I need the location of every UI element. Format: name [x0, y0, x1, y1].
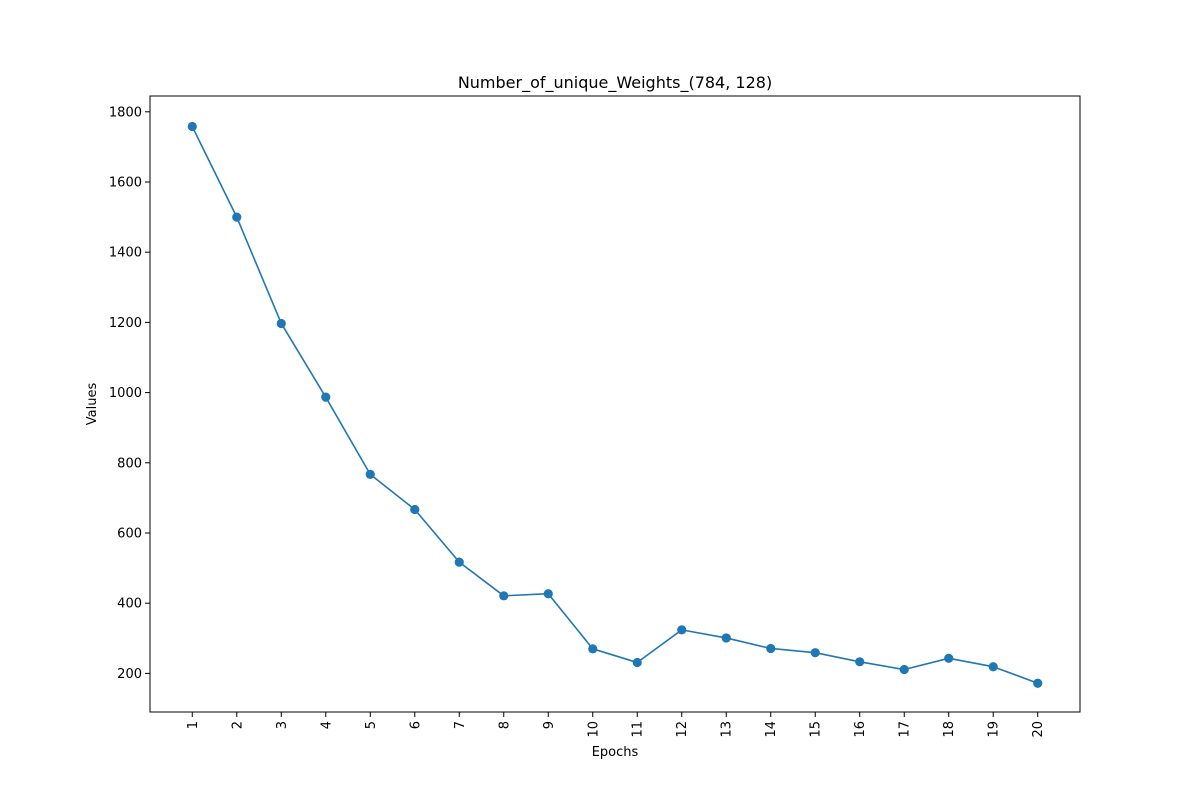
- y-tick-label: 400: [117, 597, 142, 612]
- x-axis-label: Epochs: [592, 745, 639, 760]
- y-tick-label: 1400: [109, 246, 142, 261]
- data-point: [232, 212, 242, 222]
- y-axis-ticks: 200 400 600 800 1000 1200 1400 1600 1800: [109, 105, 150, 682]
- x-tick-label: 18: [942, 721, 957, 738]
- x-tick-label: 19: [987, 721, 1002, 738]
- data-point: [454, 557, 464, 567]
- x-tick-label: 9: [542, 721, 557, 729]
- x-axis-ticks: 1 2 3 4 5 6 7 8 9 10 11 12 13 14 15 16 17 18 19 20: [186, 712, 1046, 738]
- y-tick-label: 1800: [109, 105, 142, 120]
- data-point: [855, 657, 865, 667]
- x-tick-label: 13: [720, 721, 735, 738]
- y-tick-label: 600: [117, 526, 142, 541]
- x-tick-label: 5: [364, 721, 379, 729]
- data-point: [321, 392, 331, 402]
- data-point: [1033, 678, 1043, 688]
- data-point: [677, 625, 687, 635]
- x-tick-label: 6: [408, 721, 423, 729]
- series-line: [191, 126, 1039, 684]
- data-point: [187, 121, 197, 132]
- chart-title: Number_of_unique_Weights_(784, 128): [458, 73, 772, 93]
- x-tick-label: 8: [497, 721, 512, 729]
- series-layer: [187, 121, 1043, 688]
- data-point: [766, 643, 776, 654]
- x-tick-label: 7: [453, 721, 468, 729]
- data-point: [499, 591, 509, 601]
- x-tick-label: 16: [853, 721, 868, 738]
- y-tick-label: 800: [117, 456, 142, 471]
- x-tick-label: 17: [898, 721, 913, 738]
- x-tick-label: 3: [275, 721, 290, 729]
- x-tick-label: 12: [675, 721, 690, 738]
- y-tick-label: 1600: [109, 175, 142, 190]
- x-tick-label: 11: [631, 721, 646, 738]
- y-tick-label: 1000: [109, 386, 142, 401]
- data-point: [988, 662, 998, 672]
- x-tick-label: 10: [586, 721, 601, 738]
- x-tick-label: 14: [764, 721, 779, 738]
- data-point: [944, 653, 954, 663]
- y-axis-label: Values: [85, 383, 100, 426]
- data-point: [632, 657, 642, 668]
- data-point: [543, 589, 553, 599]
- data-point: [810, 648, 820, 658]
- data-point: [588, 644, 598, 654]
- x-tick-label: 20: [1031, 721, 1046, 738]
- data-point: [721, 633, 731, 643]
- y-tick-label: 1200: [109, 316, 142, 331]
- data-point: [899, 664, 909, 675]
- data-point: [276, 318, 286, 329]
- x-tick-label: 2: [230, 721, 245, 729]
- x-tick-label: 15: [809, 721, 824, 738]
- data-point: [410, 504, 420, 515]
- y-tick-label: 200: [117, 667, 142, 682]
- plot-area-frame: [149, 95, 1081, 713]
- x-tick-label: 4: [319, 721, 334, 729]
- data-point: [365, 469, 375, 479]
- x-tick-label: 1: [186, 721, 201, 729]
